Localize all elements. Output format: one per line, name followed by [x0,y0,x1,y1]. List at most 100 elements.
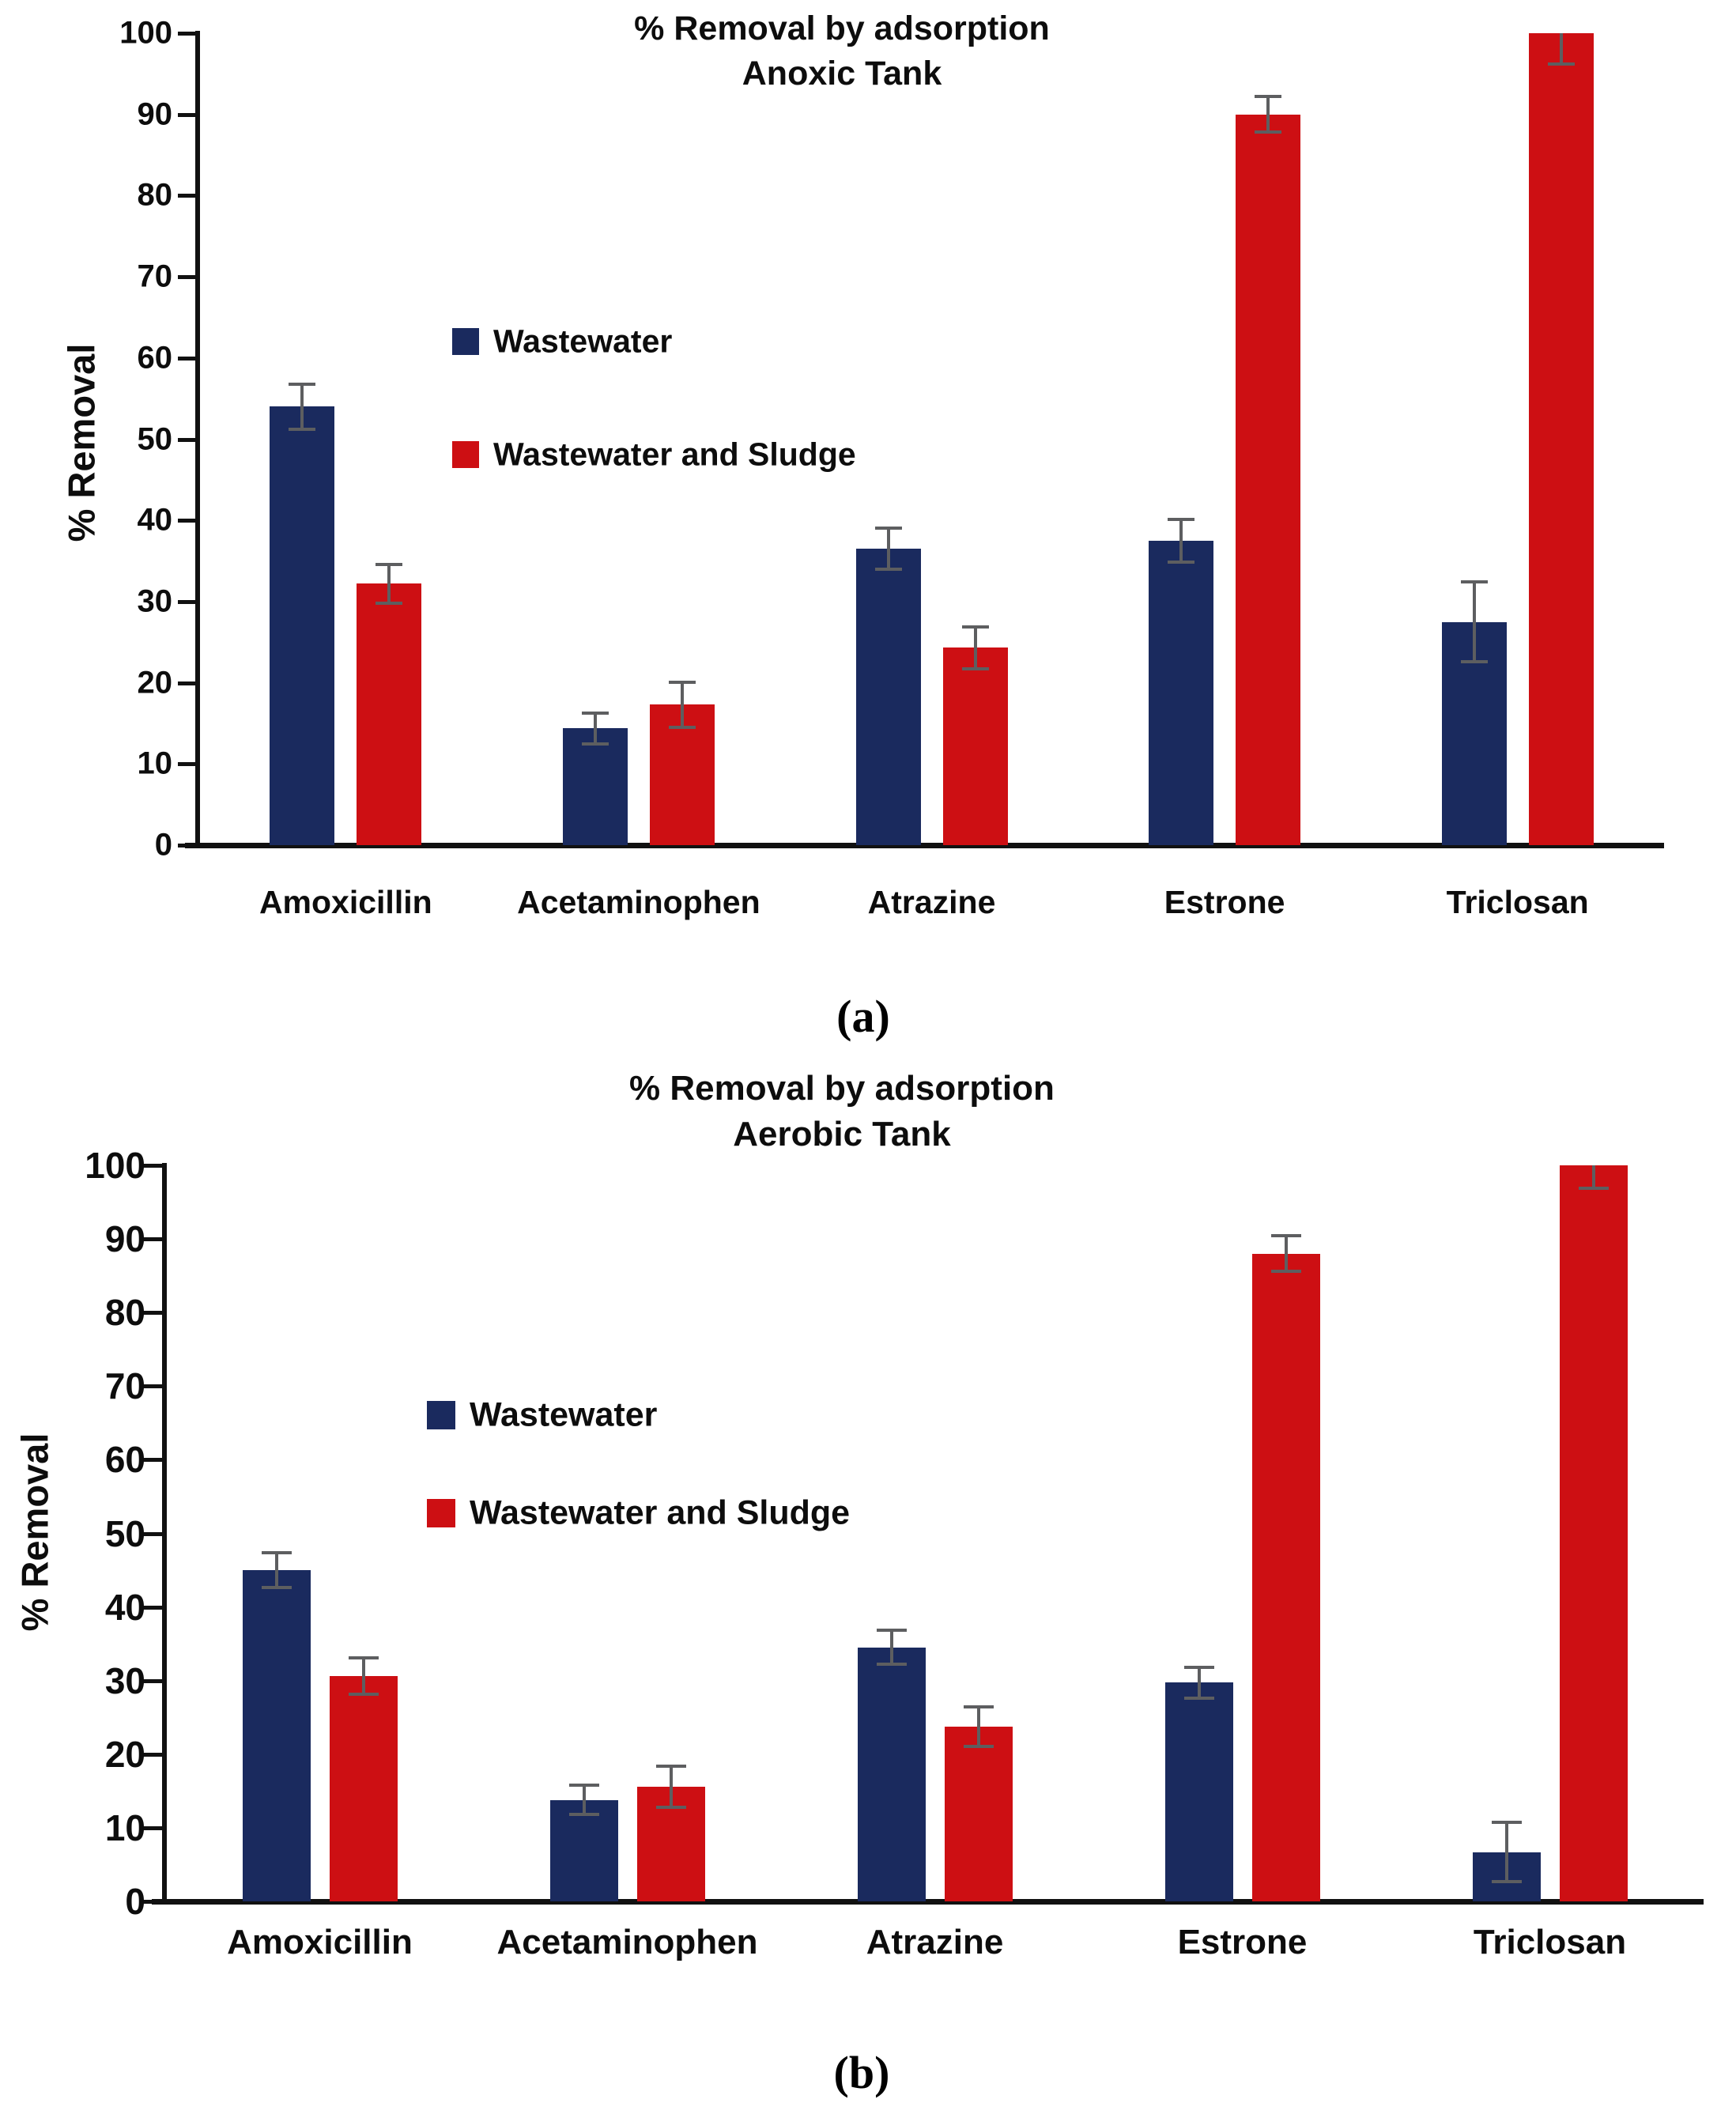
chart-subtitle: Aerobic Tank [733,1115,951,1153]
legend-label: Wastewater and Sludge [493,436,856,473]
error-bar-cap-top [874,527,902,530]
y-tick [178,112,195,117]
error-bar [1504,1822,1508,1882]
y-tick-label: 70 [137,259,173,294]
y-tick-label: 20 [137,665,173,700]
error-bar-cap-bottom [261,1586,292,1590]
error-bar [300,383,304,430]
y-tick-label: 30 [104,1659,145,1701]
y-tick-label: 40 [104,1586,145,1628]
category-label: Estrone [1164,884,1285,920]
y-tick-label: 60 [137,340,173,376]
error-bar [593,712,597,744]
error-bar-cap-bottom [655,1805,686,1809]
y-tick-label: 20 [104,1733,145,1775]
error-bar-cap-top [963,1705,994,1709]
y-tick-label: 50 [104,1512,145,1554]
category-label: Amoxicillin [259,884,432,920]
error-bar-cap-top [1460,580,1488,584]
y-tick-label: 70 [104,1365,145,1407]
y-tick-label: 100 [119,15,172,51]
bar-wastewater [562,728,628,845]
bar-wastewater-and-sludge [1236,114,1301,845]
error-bar [1284,1236,1288,1272]
error-bar-cap-top [1255,95,1282,99]
y-tick-label: 100 [85,1145,145,1186]
category-label: Acetaminophen [517,884,760,920]
y-tick-label: 0 [125,1881,145,1922]
error-bar-cap-bottom [1168,560,1195,564]
category-label: Atrazine [866,1923,1004,1961]
category-label: Triclosan [1473,1923,1627,1961]
category-label: Estrone [1177,1923,1308,1961]
error-bar-cap-bottom [581,742,609,746]
y-tick [178,519,195,523]
error-bar [976,1707,980,1747]
error-bar-cap-bottom [289,428,316,432]
error-bar-cap-bottom [1491,1879,1522,1883]
y-tick-label: 80 [104,1292,145,1334]
error-bar [387,564,391,603]
error-bar [973,626,977,670]
legend-swatch-wastewater [452,328,479,355]
y-tick [178,681,195,685]
y-tick [143,1311,162,1316]
legend-label: Wastewater [470,1395,658,1434]
y-tick-label: 10 [104,1807,145,1848]
y-tick [143,1752,162,1757]
error-bar [1591,1165,1595,1188]
chart-subtitle: Anoxic Tank [742,55,942,92]
error-bar [669,1765,673,1807]
chart-title-line1: % Removal by adsorption [629,1069,1055,1108]
bar-wastewater-and-sludge [1559,1165,1628,1901]
error-bar [889,1630,893,1665]
error-bar-cap-bottom [963,1745,994,1749]
error-bar-cap-bottom [874,567,902,571]
error-bar [361,1657,365,1695]
error-bar [582,1784,586,1815]
caption-a: (a) [836,991,890,1042]
error-bar-cap-top [961,625,989,629]
y-axis [162,1163,167,1904]
y-tick [178,762,195,767]
y-tick-label: 90 [137,96,173,132]
legend-swatch-wastewater-and-sludge [427,1499,455,1527]
legend-swatch-wastewater-and-sludge [452,441,479,468]
bar-wastewater [270,406,335,845]
y-tick [143,1531,162,1536]
bar-wastewater [1164,1682,1233,1901]
y-tick-label: 90 [104,1218,145,1260]
y-tick [178,275,195,280]
legend-label: Wastewater and Sludge [470,1493,851,1532]
bar-wastewater-and-sludge [942,647,1008,845]
category-label: Atrazine [867,884,996,920]
bar-wastewater-and-sludge [1528,33,1594,845]
error-bar-cap-bottom [668,726,696,730]
error-bar-cap-top [581,711,609,715]
error-bar [1472,582,1476,662]
y-tick [143,1458,162,1463]
error-bar [886,528,890,569]
error-bar-cap-top [668,680,696,684]
y-tick [143,1678,162,1683]
chart-title-line1: % Removal by adsorption [634,9,1050,47]
error-bar-cap-bottom [1270,1270,1301,1274]
category-label: Triclosan [1446,884,1589,920]
error-bar-cap-top [655,1764,686,1768]
error-bar-cap-bottom [1255,130,1282,134]
y-tick [178,844,195,848]
x-axis [152,1899,1704,1905]
legend-label: Wastewater [493,323,673,360]
error-bar [1197,1667,1201,1699]
bar-wastewater-and-sludge [1251,1253,1320,1901]
legend-swatch-wastewater [427,1401,455,1429]
bar-wastewater [242,1570,311,1901]
error-bar-cap-bottom [1183,1697,1214,1701]
y-tick-label: 10 [137,746,173,781]
y-tick [178,32,195,36]
bar-wastewater-and-sludge [329,1676,398,1901]
chart-title: % Removal by adsorption Anoxic Tank [634,6,1050,96]
error-bar-cap-top [1183,1665,1214,1669]
error-bar-cap-top [348,1656,379,1659]
error-bar [274,1552,278,1588]
